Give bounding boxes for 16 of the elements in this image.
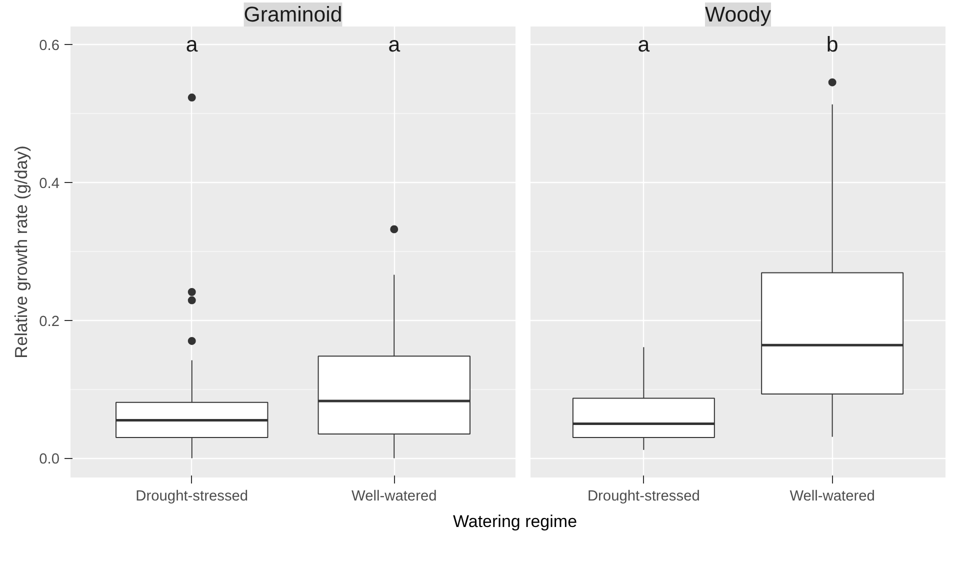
y-tick-label: 0.4 xyxy=(39,176,60,192)
x-tick-label: Drought-stressed xyxy=(136,488,248,504)
annotation: b xyxy=(826,32,838,57)
y-tick-label: 0.6 xyxy=(39,38,60,54)
annotation: a xyxy=(638,32,650,57)
x-tick-label: Drought-stressed xyxy=(587,488,700,504)
y-axis-title: Relative growth rate (g/day) xyxy=(11,146,32,358)
annotation: a xyxy=(388,32,400,57)
chart-title: Graminoid xyxy=(244,2,342,26)
annotation: a xyxy=(186,32,198,57)
y-tick-label: 0.0 xyxy=(39,452,60,468)
x-tick-label: Well-watered xyxy=(352,488,437,504)
x-axis-title: Watering regime xyxy=(452,511,578,533)
y-tick-label: 0.2 xyxy=(39,314,60,330)
x-tick-label: Well-watered xyxy=(790,488,875,504)
chart-title: Woody xyxy=(705,2,772,26)
